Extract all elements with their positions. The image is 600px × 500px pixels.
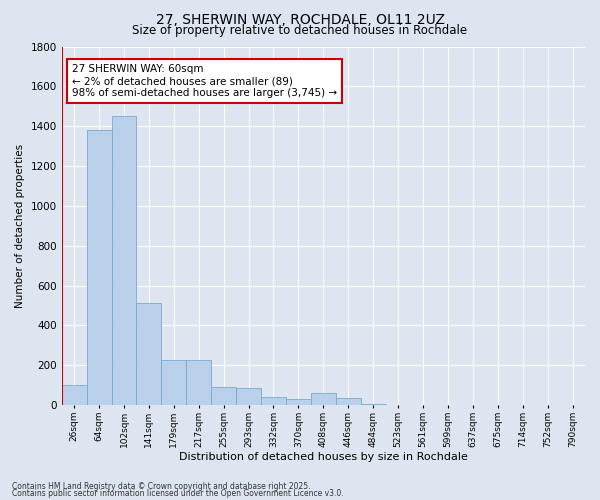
Text: 27, SHERWIN WAY, ROCHDALE, OL11 2UZ: 27, SHERWIN WAY, ROCHDALE, OL11 2UZ <box>155 12 445 26</box>
Text: Contains public sector information licensed under the Open Government Licence v3: Contains public sector information licen… <box>12 490 344 498</box>
Text: 27 SHERWIN WAY: 60sqm
← 2% of detached houses are smaller (89)
98% of semi-detac: 27 SHERWIN WAY: 60sqm ← 2% of detached h… <box>72 64 337 98</box>
Bar <box>211 387 236 405</box>
Bar <box>311 393 336 405</box>
Bar <box>186 360 211 405</box>
Bar <box>161 360 186 405</box>
Bar <box>286 399 311 405</box>
Text: Contains HM Land Registry data © Crown copyright and database right 2025.: Contains HM Land Registry data © Crown c… <box>12 482 311 491</box>
Bar <box>62 385 86 405</box>
Bar <box>336 398 361 405</box>
Bar <box>86 130 112 405</box>
Bar <box>112 116 136 405</box>
Text: Size of property relative to detached houses in Rochdale: Size of property relative to detached ho… <box>133 24 467 37</box>
Bar <box>361 404 386 405</box>
Bar <box>236 388 261 405</box>
Bar <box>261 397 286 405</box>
X-axis label: Distribution of detached houses by size in Rochdale: Distribution of detached houses by size … <box>179 452 468 462</box>
Bar <box>136 304 161 405</box>
Y-axis label: Number of detached properties: Number of detached properties <box>15 144 25 308</box>
